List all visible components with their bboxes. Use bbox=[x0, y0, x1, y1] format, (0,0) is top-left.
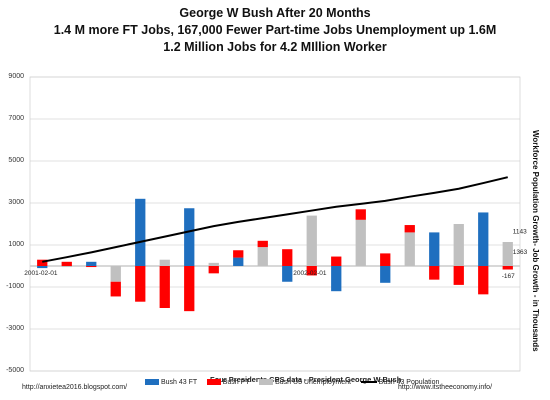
legend-label: Bush 43 Population bbox=[378, 379, 440, 386]
bar-bush-pt bbox=[86, 266, 97, 268]
legend: Bush 43 FT Bush PT Bush U3 Unemployment … bbox=[145, 379, 439, 386]
bar-bush-pt bbox=[478, 266, 489, 295]
bar-bush-43-ft bbox=[184, 208, 195, 266]
bar-bush-pt bbox=[404, 225, 415, 233]
y-axis-label: Workforce Population Growth- Job Growth … bbox=[531, 130, 540, 352]
legend-swatch-bush-43-ft bbox=[145, 379, 159, 386]
y-tick-label: 7000 bbox=[8, 115, 24, 122]
bar-bush-pt bbox=[429, 266, 440, 280]
bar-bush-u3-unemployment bbox=[208, 262, 219, 266]
line-bush-43-population bbox=[42, 176, 508, 263]
date-label: 2001-02-01 bbox=[24, 270, 58, 277]
bar-bush-pt bbox=[355, 209, 366, 220]
bar-bush-u3-unemployment bbox=[257, 247, 268, 266]
legend-swatch-bush-population bbox=[360, 381, 377, 384]
x-axis-label: Four Presidents CPS data - President Geo… bbox=[210, 375, 402, 384]
bar-bush-pt bbox=[502, 266, 513, 270]
bar-bush-pt bbox=[110, 281, 121, 297]
chart-subtitle-1: 1.4 M more FT Jobs, 167,000 Fewer Part-t… bbox=[53, 23, 497, 37]
bar-bush-u3-unemployment bbox=[306, 215, 317, 266]
footer-url-right[interactable]: http://www.itstheeconomy.info/ bbox=[398, 384, 493, 391]
bar-bush-pt bbox=[257, 240, 268, 248]
bar-bush-43-ft bbox=[135, 198, 146, 266]
y-tick-label: -5000 bbox=[6, 367, 24, 374]
bar-bush-43-ft bbox=[37, 266, 48, 269]
bar-bush-pt bbox=[282, 249, 293, 266]
plot-frame bbox=[29, 76, 521, 372]
data-label: 1143 bbox=[513, 229, 527, 236]
bar-bush-43-ft bbox=[380, 266, 391, 283]
bar-bush-u3-unemployment bbox=[110, 266, 121, 282]
bar-bush-pt bbox=[306, 266, 317, 276]
bar-bush-pt bbox=[331, 256, 342, 266]
legend-swatch-bush-pt bbox=[206, 379, 221, 386]
bar-bush-43-ft bbox=[478, 212, 489, 266]
legend-label: Bush 43 FT bbox=[160, 379, 198, 386]
bar-bush-pt bbox=[380, 253, 391, 266]
chart-subtitle-2: 1.2 Million Jobs for 4.2 MIllion Worker bbox=[163, 40, 387, 54]
bar-bush-u3-unemployment bbox=[61, 266, 72, 268]
legend-swatch-bush-u3 bbox=[259, 379, 274, 386]
bar-bush-u3-unemployment bbox=[404, 232, 415, 266]
y-tick-label: 3000 bbox=[8, 199, 24, 206]
legend-label: Bush U3 Unemployment bbox=[275, 379, 351, 386]
y-tick-label: 1000 bbox=[8, 241, 24, 248]
data-label: -167 bbox=[502, 273, 515, 280]
bar-bush-u3-unemployment bbox=[502, 241, 513, 266]
bar-bush-pt bbox=[61, 261, 72, 266]
bar-bush-u3-unemployment bbox=[355, 219, 366, 266]
date-label: 2002-02-01 bbox=[293, 270, 327, 277]
bar-bush-u3-unemployment bbox=[159, 259, 170, 266]
footer-url-left[interactable]: http://anxietea2016.blogspot.com/ bbox=[22, 384, 128, 391]
bar-bush-43-ft bbox=[282, 266, 293, 282]
y-tick-label: -1000 bbox=[6, 283, 24, 290]
bar-bush-pt bbox=[184, 266, 195, 312]
bar-bush-pt bbox=[453, 266, 464, 285]
bar-bush-43-ft bbox=[86, 261, 97, 266]
y-tick-label: 9000 bbox=[8, 73, 24, 80]
bar-bush-43-ft bbox=[331, 266, 342, 292]
y-tick-label: 5000 bbox=[8, 157, 24, 164]
bar-bush-pt bbox=[135, 266, 146, 302]
legend-label: Bush PT bbox=[222, 379, 250, 386]
y-tick-label: -3000 bbox=[6, 325, 24, 332]
data-label: 1363 bbox=[513, 249, 528, 256]
bar-bush-pt bbox=[208, 266, 219, 274]
bar-bush-pt bbox=[37, 259, 48, 266]
bar-bush-43-ft bbox=[429, 232, 440, 266]
chart-title: George W Bush After 20 Months bbox=[179, 6, 371, 20]
bar-bush-pt bbox=[159, 266, 170, 308]
bar-bush-43-ft bbox=[233, 257, 244, 266]
bar-bush-u3-unemployment bbox=[453, 224, 464, 266]
bar-bush-pt bbox=[233, 250, 244, 258]
